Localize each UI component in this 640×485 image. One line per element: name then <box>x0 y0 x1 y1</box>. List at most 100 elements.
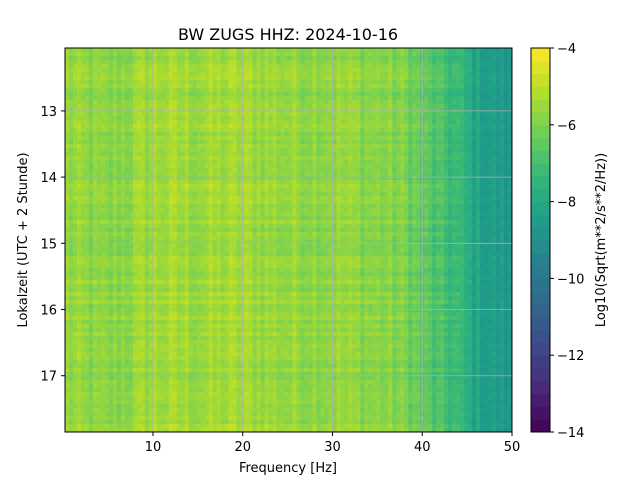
heatmap-cell <box>480 164 485 169</box>
heatmap-cell <box>152 204 158 209</box>
heatmap-cell <box>212 160 218 165</box>
heatmap-cell <box>260 64 266 69</box>
heatmap-cell <box>112 56 118 61</box>
heatmap-cell <box>152 148 158 153</box>
heatmap-cell <box>180 128 186 133</box>
heatmap-cell <box>360 180 365 185</box>
heatmap-cell <box>216 96 222 101</box>
heatmap-cell <box>188 184 194 189</box>
heatmap-cell <box>196 56 202 61</box>
heatmap-cell <box>196 140 202 145</box>
heatmap-cell <box>168 216 174 221</box>
heatmap-cell <box>356 80 361 85</box>
heatmap-cell <box>432 124 437 129</box>
heatmap-cell <box>224 120 230 125</box>
heatmap-cell <box>428 76 433 81</box>
heatmap-cell <box>152 216 158 221</box>
heatmap-cell <box>88 92 94 97</box>
heatmap-cell <box>468 112 473 117</box>
heatmap-cell <box>316 100 322 105</box>
heatmap-cell <box>428 196 433 201</box>
heatmap-cell <box>236 180 242 185</box>
heatmap-cell <box>100 52 106 57</box>
heatmap-cell <box>400 164 405 169</box>
heatmap-cell <box>388 100 393 105</box>
heatmap-cell <box>184 52 190 57</box>
heatmap-cell <box>316 116 322 121</box>
heatmap-cell <box>324 152 330 157</box>
heatmap-cell <box>328 68 333 73</box>
heatmap-cell <box>300 84 306 89</box>
heatmap-cell <box>356 60 361 65</box>
heatmap-cell <box>424 120 429 125</box>
heatmap-cell <box>468 120 473 125</box>
heatmap-cell <box>104 208 110 213</box>
heatmap-cell <box>152 200 158 205</box>
heatmap-cell <box>476 132 481 137</box>
heatmap-cell <box>436 172 441 177</box>
heatmap-cell <box>488 84 493 89</box>
heatmap-cell <box>196 92 202 97</box>
heatmap-cell <box>256 204 262 209</box>
heatmap-cell <box>396 60 401 65</box>
heatmap-cell <box>108 60 114 65</box>
heatmap-cell <box>124 104 130 109</box>
heatmap-cell <box>436 68 441 73</box>
heatmap-cell <box>168 156 174 161</box>
heatmap-cell <box>212 48 218 53</box>
heatmap-cell <box>188 60 194 65</box>
heatmap-cell <box>316 108 322 113</box>
heatmap-cell <box>108 200 114 205</box>
heatmap-cell <box>180 172 186 177</box>
heatmap-cell <box>104 136 110 141</box>
heatmap-cell <box>432 76 437 81</box>
heatmap-cell <box>216 108 222 113</box>
heatmap-cell <box>200 56 206 61</box>
heatmap-cell <box>292 48 298 53</box>
heatmap-cell <box>440 128 445 133</box>
heatmap-cell <box>268 148 274 153</box>
heatmap-cell <box>260 108 266 113</box>
heatmap-cell <box>372 104 377 109</box>
heatmap-cell <box>92 176 98 181</box>
heatmap-cell <box>296 88 302 93</box>
heatmap-cell <box>436 176 441 181</box>
heatmap-cell <box>140 184 146 189</box>
heatmap-cell <box>320 172 326 177</box>
heatmap-cell <box>88 64 94 69</box>
heatmap-cell <box>252 168 258 173</box>
heatmap-cell <box>380 116 385 121</box>
heatmap-cell <box>504 212 509 217</box>
heatmap-cell <box>140 200 146 205</box>
heatmap-cell <box>284 124 290 129</box>
heatmap-cell <box>124 144 130 149</box>
heatmap-cell <box>460 136 465 141</box>
heatmap-cell <box>412 108 417 113</box>
heatmap-cell <box>336 128 341 133</box>
heatmap-cell <box>236 92 242 97</box>
heatmap-cell <box>496 148 501 153</box>
heatmap-cell <box>440 96 445 101</box>
heatmap-cell <box>412 124 417 129</box>
heatmap-cell <box>496 88 501 93</box>
heatmap-cell <box>116 144 122 149</box>
heatmap-cell <box>492 188 497 193</box>
heatmap-cell <box>108 136 114 141</box>
heatmap-cell <box>200 120 206 125</box>
heatmap-cell <box>248 56 254 61</box>
heatmap-cell <box>428 208 433 213</box>
heatmap-cell <box>348 76 353 81</box>
heatmap-cell <box>164 144 170 149</box>
heatmap-cell <box>252 72 258 77</box>
heatmap-cell <box>440 72 445 77</box>
heatmap-cell <box>424 92 429 97</box>
heatmap-cell <box>88 128 94 133</box>
heatmap-cell <box>472 140 477 145</box>
heatmap-cell <box>508 88 512 93</box>
heatmap-cell <box>72 184 78 189</box>
heatmap-cell <box>120 56 126 61</box>
heatmap-cell <box>300 196 306 201</box>
heatmap-cell <box>380 188 385 193</box>
heatmap-cell <box>320 188 326 193</box>
heatmap-cell <box>364 60 369 65</box>
